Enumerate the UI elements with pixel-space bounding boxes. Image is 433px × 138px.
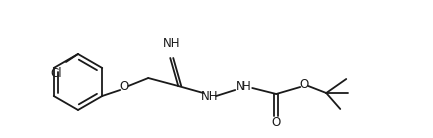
Text: Cl: Cl xyxy=(50,67,62,80)
Text: O: O xyxy=(120,80,129,94)
Text: H: H xyxy=(242,79,251,92)
Text: NH: NH xyxy=(162,37,180,50)
Text: O: O xyxy=(271,116,281,129)
Text: O: O xyxy=(300,79,309,91)
Text: NH: NH xyxy=(200,91,218,104)
Text: N: N xyxy=(236,79,245,92)
